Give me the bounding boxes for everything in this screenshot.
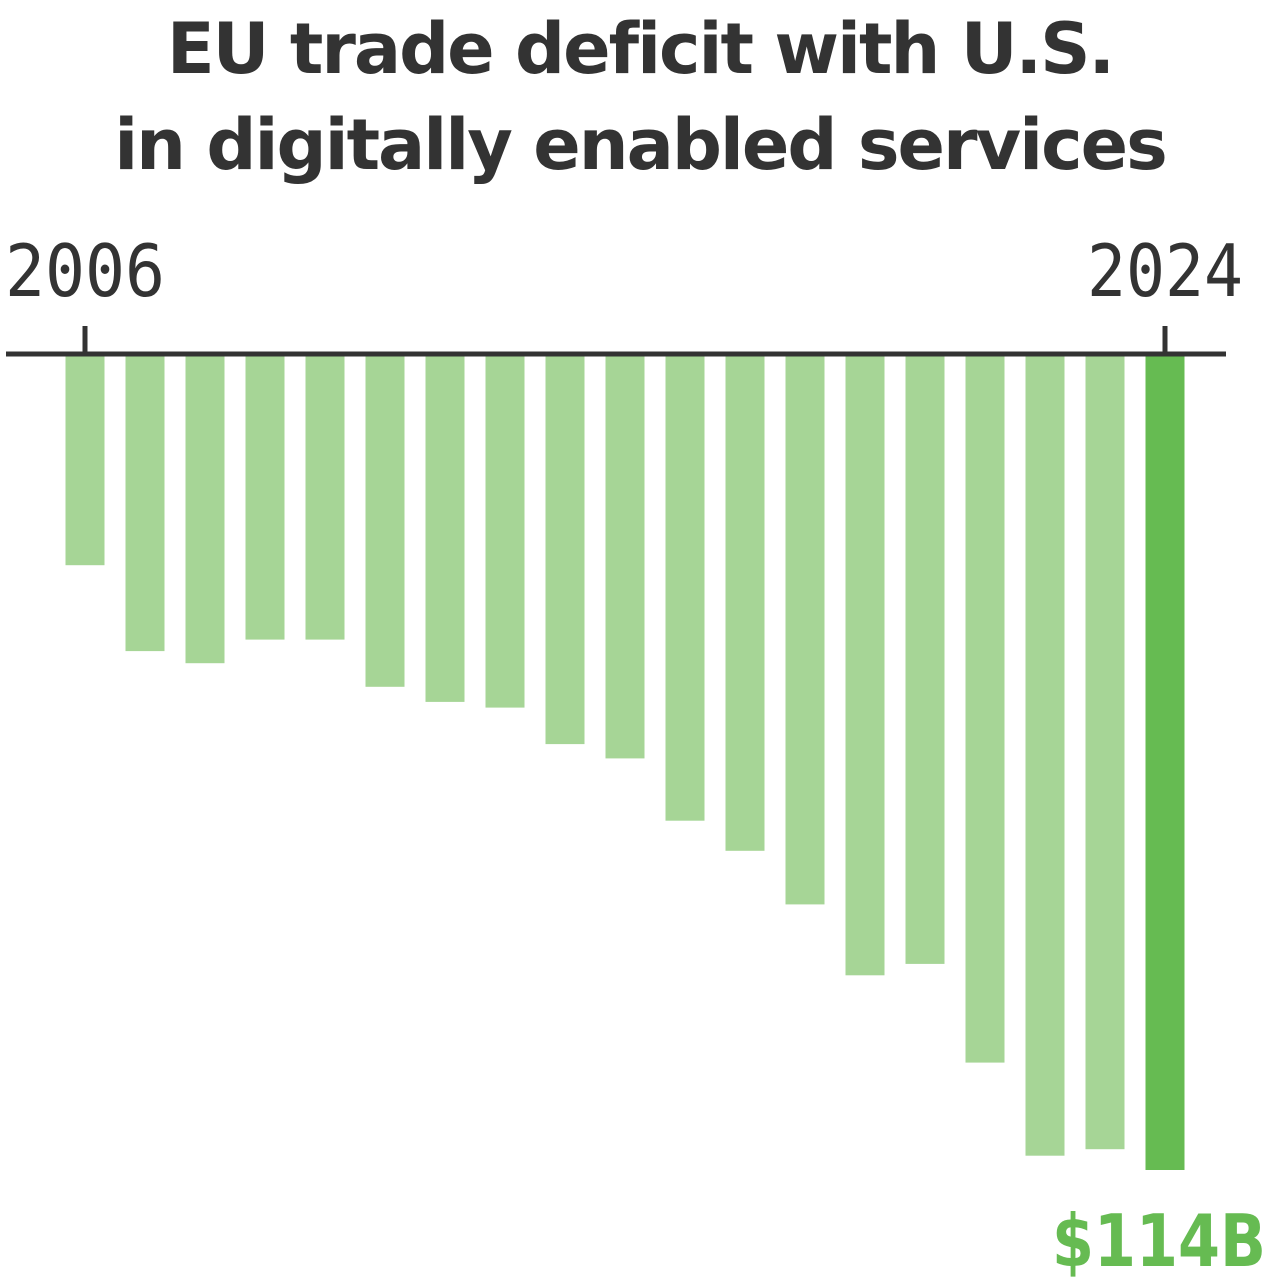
bar-2014 — [545, 354, 585, 745]
bar-2022 — [1025, 354, 1065, 1156]
bar-2013 — [485, 354, 525, 708]
bar-2015 — [605, 354, 645, 759]
bar-2021 — [965, 354, 1005, 1063]
bar-2008 — [185, 354, 225, 664]
chart-title-line-2: in digitally enabled services — [114, 104, 1168, 186]
bar-2018 — [785, 354, 825, 905]
tick-label-2006: 2006 — [5, 229, 165, 313]
bar-2009 — [245, 354, 285, 640]
bar-2016 — [665, 354, 705, 821]
bar-2006 — [65, 354, 105, 566]
bar-group — [65, 354, 1185, 1170]
bar-2010 — [305, 354, 345, 640]
bar-2019 — [845, 354, 885, 976]
bar-2017 — [725, 354, 765, 851]
bar-2011 — [365, 354, 405, 687]
bar-2024 — [1145, 354, 1185, 1170]
bar-2012 — [425, 354, 465, 702]
chart-title-line-1: EU trade deficit with U.S. — [166, 8, 1115, 90]
tick-label-2024: 2024 — [1087, 229, 1243, 313]
bar-2020 — [905, 354, 945, 964]
bar-2023 — [1085, 354, 1125, 1150]
bar-2007 — [125, 354, 165, 652]
highlight-value-label: $114B — [1052, 1199, 1266, 1280]
